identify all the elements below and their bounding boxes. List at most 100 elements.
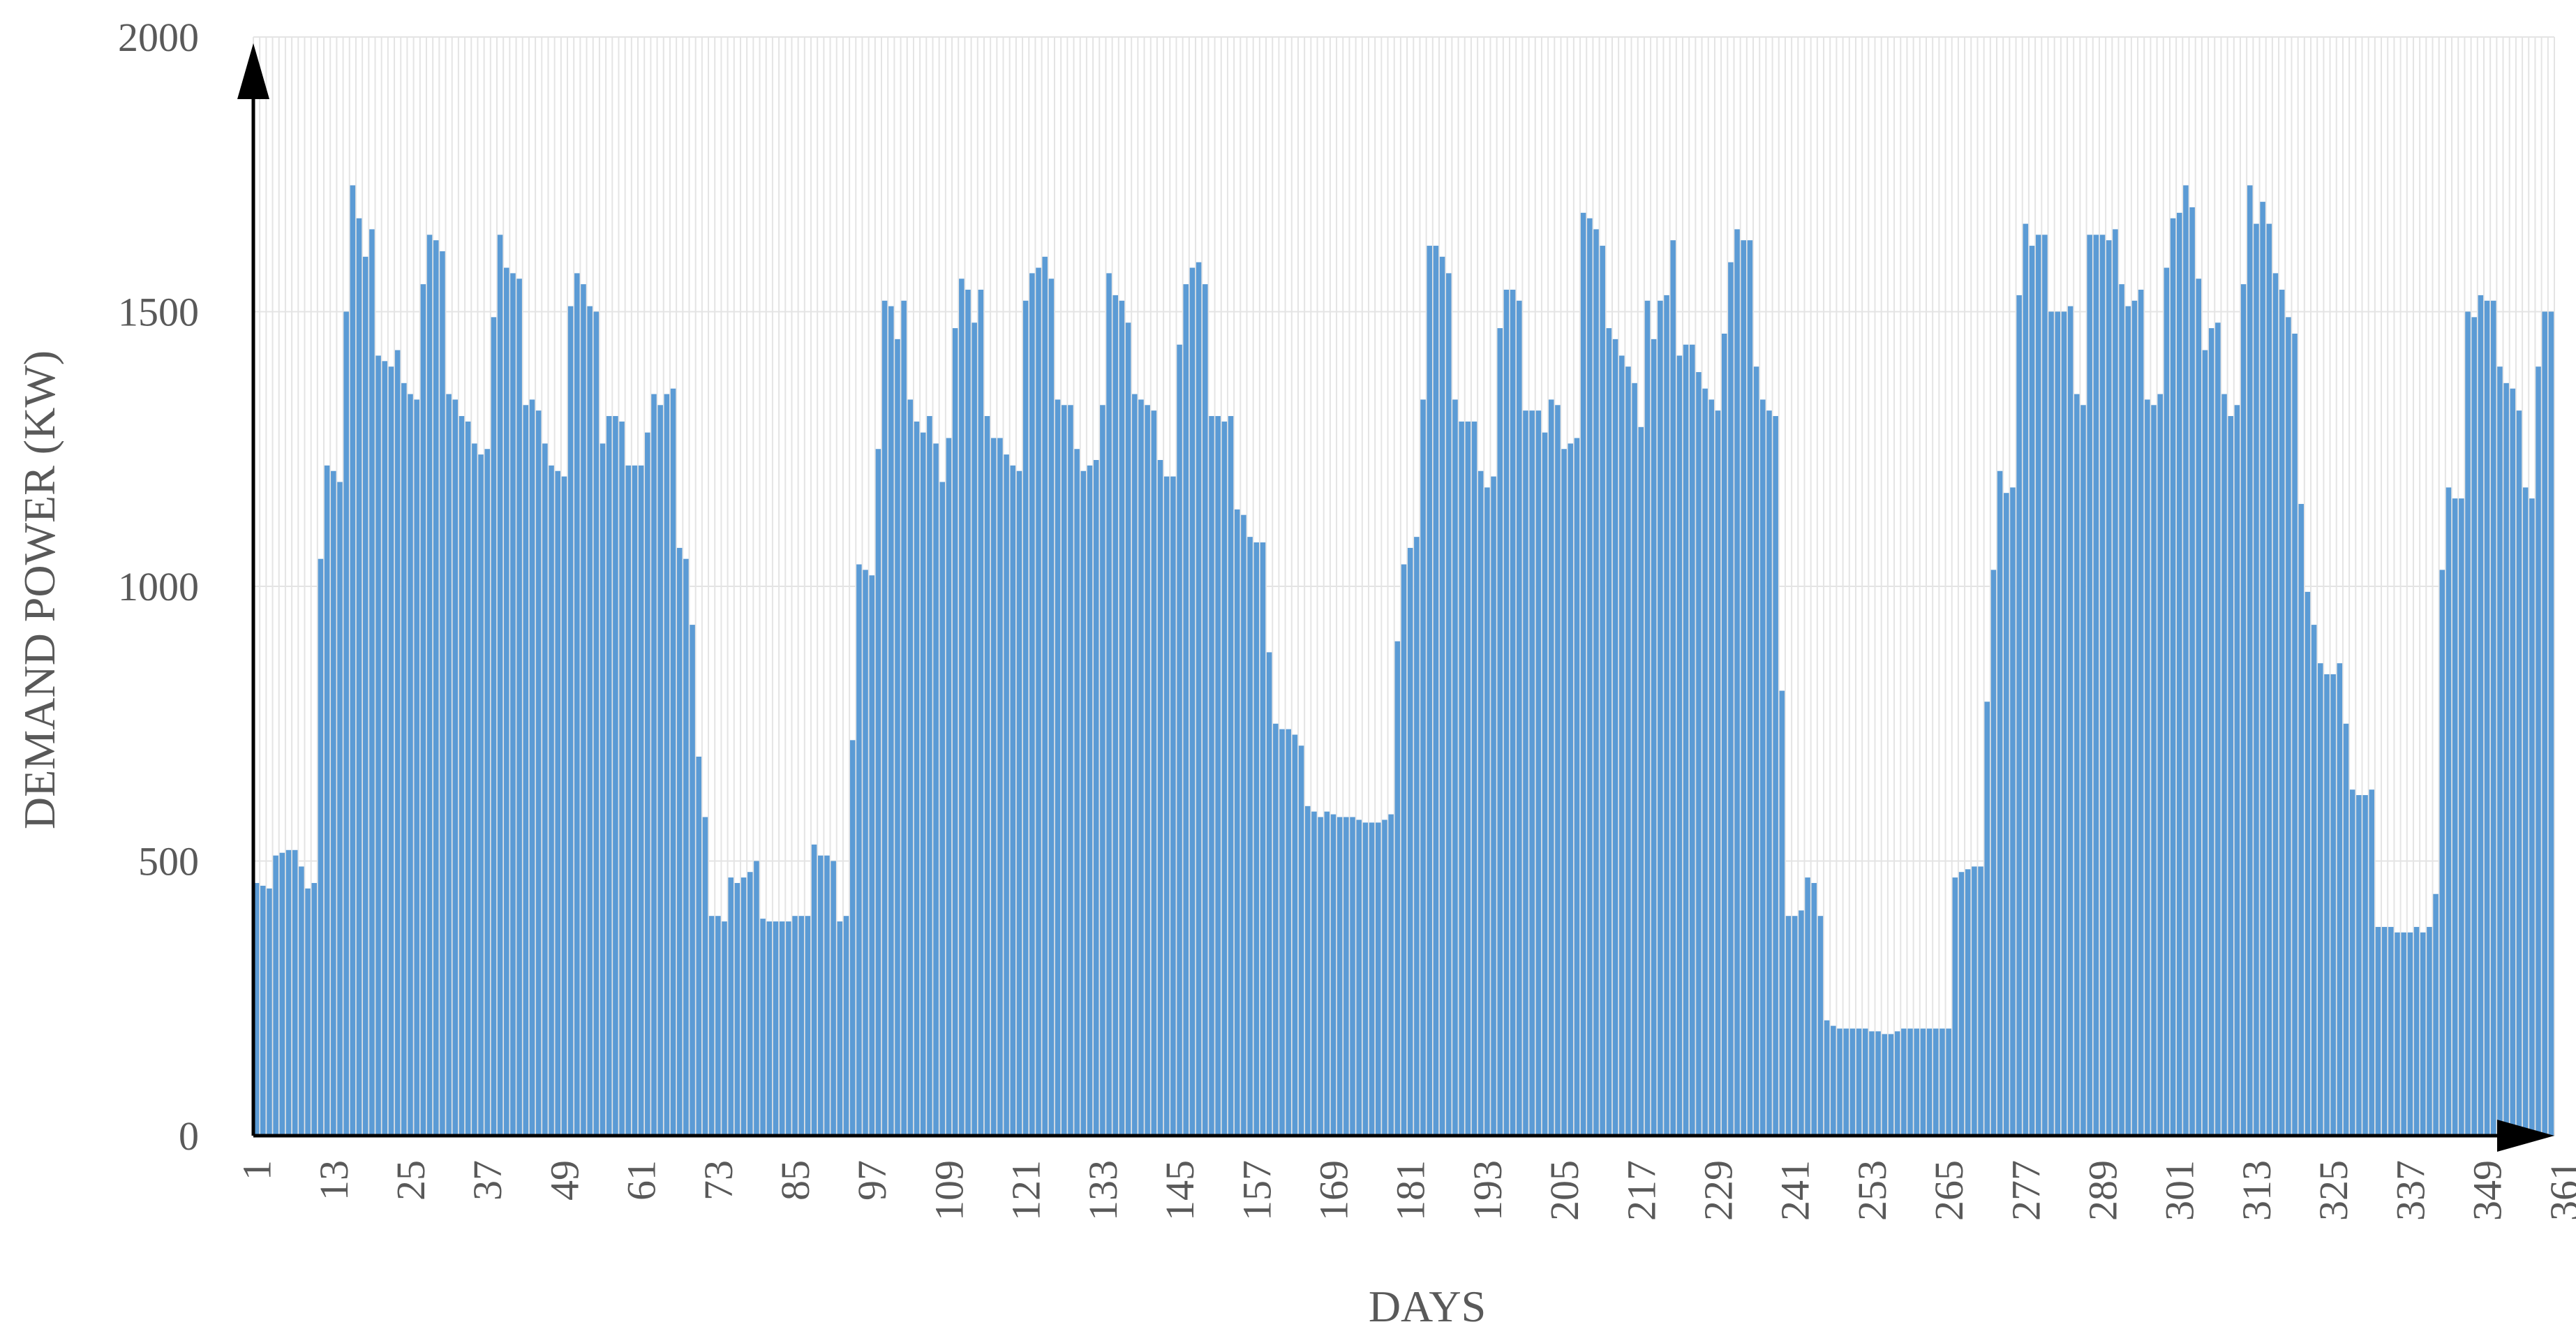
x-tick-label: 37 xyxy=(465,1160,510,1201)
bar xyxy=(722,921,727,1136)
bar xyxy=(1676,355,1683,1136)
bar xyxy=(1279,729,1285,1136)
bar xyxy=(1651,339,1657,1136)
bar xyxy=(901,300,907,1136)
bar xyxy=(1004,454,1009,1136)
bar xyxy=(888,306,894,1136)
bar xyxy=(1497,328,1503,1136)
bar xyxy=(1183,284,1189,1136)
x-tick-label: 181 xyxy=(1388,1160,1434,1221)
bar xyxy=(574,273,580,1136)
bar xyxy=(2234,405,2240,1136)
bar xyxy=(1042,256,1048,1136)
bar xyxy=(1721,333,1727,1136)
bar xyxy=(683,558,689,1136)
bar xyxy=(2503,383,2509,1136)
bar xyxy=(619,421,625,1136)
bar xyxy=(1157,459,1163,1136)
bar xyxy=(593,311,600,1136)
bar xyxy=(2189,207,2195,1136)
bar xyxy=(875,449,881,1136)
bar xyxy=(984,416,990,1136)
bar xyxy=(1862,1028,1868,1136)
bar xyxy=(696,756,702,1136)
x-tick-label: 313 xyxy=(2234,1160,2279,1221)
bar xyxy=(1055,399,1061,1136)
bar xyxy=(2215,322,2221,1136)
bar xyxy=(645,432,650,1136)
bar xyxy=(1805,877,1810,1136)
bar xyxy=(1119,300,1125,1136)
bar xyxy=(632,465,638,1136)
bar xyxy=(2395,932,2400,1136)
bar xyxy=(1253,542,1260,1136)
bar xyxy=(638,465,644,1136)
bar xyxy=(2439,570,2445,1136)
bar xyxy=(1888,1034,1894,1136)
bar xyxy=(792,916,798,1136)
bar xyxy=(1574,438,1580,1136)
bar xyxy=(1491,476,1496,1136)
bar xyxy=(2318,663,2323,1136)
bar xyxy=(1715,410,1721,1136)
bar xyxy=(1600,246,1605,1136)
x-tick-label: 193 xyxy=(1465,1160,1510,1221)
x-axis-arrow-icon xyxy=(2497,1120,2554,1152)
bar xyxy=(760,919,766,1136)
bar xyxy=(1523,410,1528,1136)
bar xyxy=(1773,416,1778,1136)
bar xyxy=(2048,311,2054,1136)
bar xyxy=(895,339,900,1136)
bar xyxy=(1471,421,1477,1136)
bar xyxy=(971,322,977,1136)
bar xyxy=(1093,459,1099,1136)
bar xyxy=(2272,273,2279,1136)
bar xyxy=(497,235,503,1136)
bar xyxy=(1010,465,1016,1136)
bar xyxy=(1849,1028,1856,1136)
bar xyxy=(914,421,920,1136)
bar xyxy=(356,218,362,1136)
bar xyxy=(965,290,971,1136)
bar xyxy=(1702,388,1708,1136)
bar-series xyxy=(253,185,2554,1136)
bar xyxy=(613,416,618,1136)
bar xyxy=(2138,290,2144,1136)
bar xyxy=(549,465,554,1136)
bar xyxy=(2183,185,2189,1136)
bar xyxy=(1747,240,1753,1136)
x-tick-label: 325 xyxy=(2311,1160,2356,1221)
bar xyxy=(1529,410,1535,1136)
bar xyxy=(1593,229,1599,1136)
bar xyxy=(581,284,586,1136)
bar xyxy=(2240,284,2247,1136)
bar xyxy=(2176,212,2182,1136)
bar xyxy=(587,306,593,1136)
bar xyxy=(2221,394,2227,1136)
bar xyxy=(2311,625,2317,1136)
bar xyxy=(843,916,849,1136)
bar xyxy=(2381,926,2388,1136)
bar xyxy=(1561,449,1567,1136)
bar xyxy=(1087,465,1093,1136)
bar xyxy=(824,855,830,1136)
bar xyxy=(1484,487,1490,1136)
bar xyxy=(2324,674,2330,1136)
bar xyxy=(837,921,843,1136)
bar xyxy=(1029,273,1035,1136)
bar xyxy=(811,844,817,1136)
y-tick-label: 1500 xyxy=(118,290,199,335)
bar xyxy=(1568,443,1574,1136)
bar xyxy=(2388,926,2394,1136)
bar xyxy=(510,273,516,1136)
bar xyxy=(1625,366,1631,1136)
bar xyxy=(2074,394,2080,1136)
bar xyxy=(818,855,824,1136)
bar xyxy=(805,916,811,1136)
bar xyxy=(2087,235,2092,1136)
bar xyxy=(1548,399,1554,1136)
bar xyxy=(2023,223,2029,1136)
bar xyxy=(1414,537,1420,1136)
bar xyxy=(555,470,560,1136)
bar xyxy=(1356,819,1362,1136)
